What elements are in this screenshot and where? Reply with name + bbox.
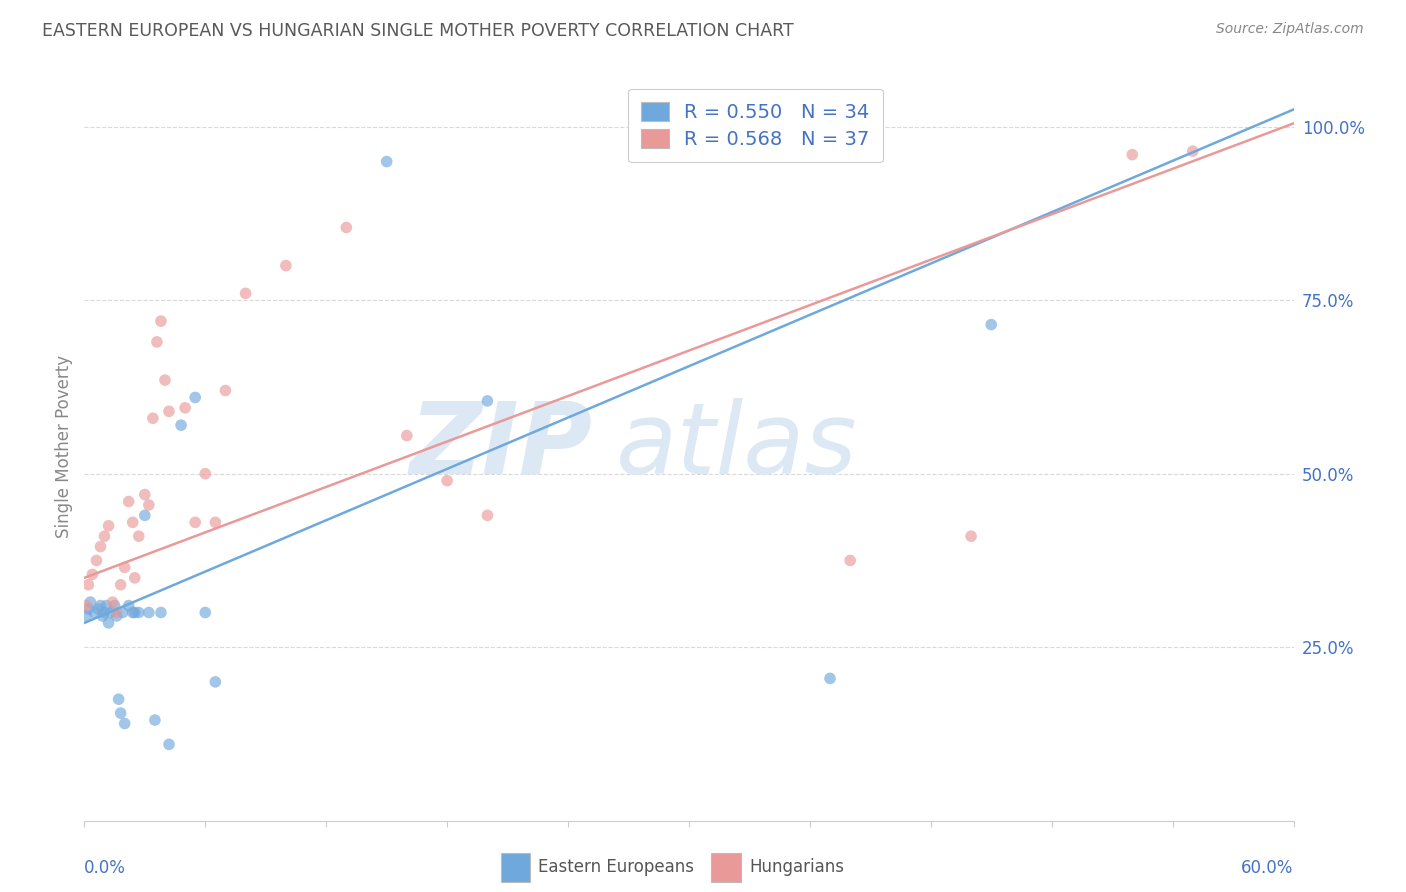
Point	[170, 418, 193, 433]
Point	[96, 599, 118, 613]
Point	[157, 404, 180, 418]
Point	[118, 494, 141, 508]
Point	[818, 672, 841, 686]
Point	[105, 606, 128, 620]
Point	[204, 516, 226, 530]
Text: Eastern Europeans: Eastern Europeans	[538, 858, 695, 877]
Point	[477, 393, 499, 408]
Point	[146, 334, 169, 349]
Point	[75, 609, 97, 624]
Point	[184, 516, 207, 530]
Point	[110, 706, 132, 720]
Point	[980, 318, 1002, 332]
Point	[149, 314, 172, 328]
Point	[128, 606, 150, 620]
Point	[87, 602, 110, 616]
Point	[214, 384, 236, 398]
Point	[194, 467, 217, 481]
Point	[138, 606, 160, 620]
Text: Hungarians: Hungarians	[749, 858, 845, 877]
Point	[134, 508, 156, 523]
Point	[124, 571, 146, 585]
Text: ZIP: ZIP	[409, 398, 592, 494]
Bar	[501, 854, 530, 881]
Point	[274, 259, 297, 273]
Point	[235, 286, 257, 301]
Point	[477, 508, 499, 523]
Point	[75, 599, 97, 613]
Point	[91, 609, 114, 624]
Text: Source: ZipAtlas.com: Source: ZipAtlas.com	[1216, 22, 1364, 37]
Point	[79, 595, 101, 609]
Point	[395, 428, 418, 442]
Point	[174, 401, 197, 415]
Point	[105, 609, 128, 624]
Text: 0.0%: 0.0%	[84, 859, 127, 877]
Point	[86, 553, 108, 567]
Point	[153, 373, 176, 387]
Point	[1181, 144, 1204, 158]
Point	[97, 518, 120, 533]
Point	[97, 615, 120, 630]
Text: EASTERN EUROPEAN VS HUNGARIAN SINGLE MOTHER POVERTY CORRELATION CHART: EASTERN EUROPEAN VS HUNGARIAN SINGLE MOT…	[42, 22, 794, 40]
Point	[960, 529, 983, 543]
Point	[138, 498, 160, 512]
Point	[124, 606, 146, 620]
Point	[107, 692, 129, 706]
Point	[77, 602, 100, 616]
Point	[104, 599, 127, 613]
Point	[89, 540, 111, 554]
Point	[89, 599, 111, 613]
Point	[134, 487, 156, 501]
Point	[111, 606, 134, 620]
Point	[114, 560, 136, 574]
Point	[194, 606, 217, 620]
Point	[118, 599, 141, 613]
Point	[375, 154, 398, 169]
Point	[101, 595, 124, 609]
Point	[100, 606, 122, 620]
Point	[436, 474, 458, 488]
Point	[83, 606, 105, 620]
Point	[128, 529, 150, 543]
Y-axis label: Single Mother Poverty: Single Mother Poverty	[55, 354, 73, 538]
Point	[204, 674, 226, 689]
Point	[110, 578, 132, 592]
Legend: R = 0.550   N = 34, R = 0.568   N = 37: R = 0.550 N = 34, R = 0.568 N = 37	[628, 88, 883, 162]
Point	[121, 606, 143, 620]
Point	[114, 716, 136, 731]
Point	[335, 220, 357, 235]
Text: 60.0%: 60.0%	[1241, 859, 1294, 877]
Point	[157, 737, 180, 751]
Point	[1121, 147, 1143, 161]
Point	[77, 578, 100, 592]
Point	[142, 411, 165, 425]
Point	[82, 567, 104, 582]
Point	[93, 529, 115, 543]
Point	[143, 713, 166, 727]
Point	[839, 553, 862, 567]
Bar	[711, 854, 741, 881]
Point	[149, 606, 172, 620]
Point	[121, 516, 143, 530]
Point	[184, 391, 207, 405]
Point	[93, 606, 115, 620]
Text: atlas: atlas	[616, 398, 858, 494]
